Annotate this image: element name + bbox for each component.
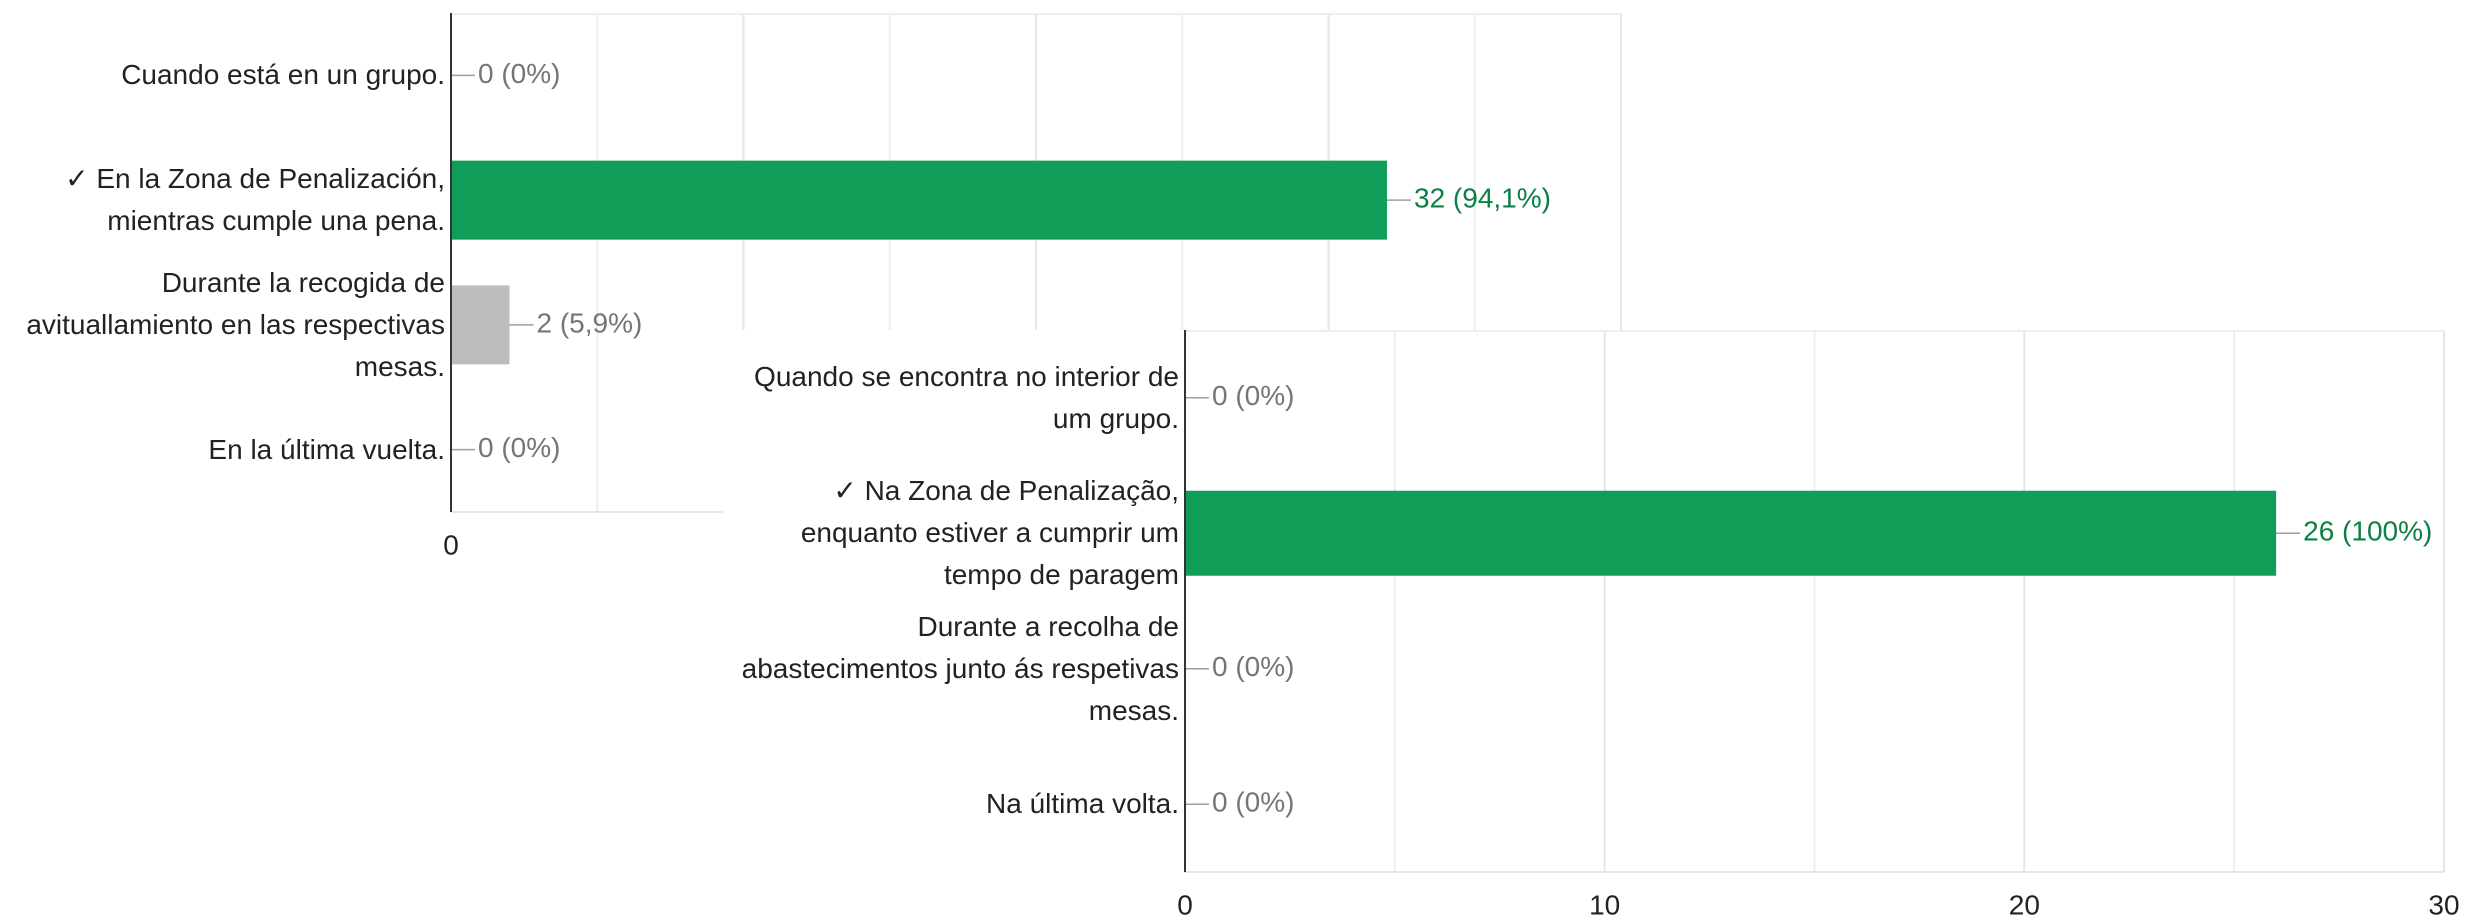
x-tick-label: 30: [2428, 889, 2459, 920]
x-tick-label: 0: [443, 529, 459, 560]
category-label: ✓ En la Zona de Penalización, mientras c…: [65, 163, 445, 237]
bar: [1185, 490, 2277, 576]
value-label: 26 (100%): [2303, 516, 2432, 547]
x-tick-label: 0: [1177, 889, 1193, 920]
category-label: Durante la recogida de avituallamiento e…: [26, 266, 445, 382]
category-label: Na última volta.: [986, 788, 1179, 820]
value-label: 2 (5,9%): [537, 307, 643, 338]
value-label: 0 (0%): [478, 58, 560, 89]
category-label: En la última vuelta.: [208, 433, 445, 465]
value-label: 0 (0%): [1212, 787, 1294, 818]
value-label: 0 (0%): [1212, 380, 1294, 411]
category-label: Durante a recolha de abastecimentos junt…: [741, 610, 1179, 726]
value-label: 32 (94,1%): [1414, 183, 1551, 214]
category-label: Cuando está en un grupo.: [121, 59, 445, 91]
bar: [451, 160, 1387, 240]
bar: [451, 285, 510, 365]
category-label: Quando se encontra no interior de um gru…: [754, 360, 1179, 434]
category-label: ✓ Na Zona de Penalização, enquanto estiv…: [800, 475, 1179, 591]
x-tick-label: 20: [2009, 889, 2040, 920]
chart: 0 10 20 30 0 (0%) 26 (100%) 0 (0%) 0 (0%): [1177, 330, 2460, 920]
value-label: 0 (0%): [478, 432, 560, 463]
value-label: 0 (0%): [1212, 651, 1294, 682]
x-tick-label: 10: [1589, 889, 1620, 920]
chart-panel: 0 10 20 30 0 (0%) 26 (100%) 0 (0%) 0 (0%) Quando…: [723, 330, 2465, 922]
